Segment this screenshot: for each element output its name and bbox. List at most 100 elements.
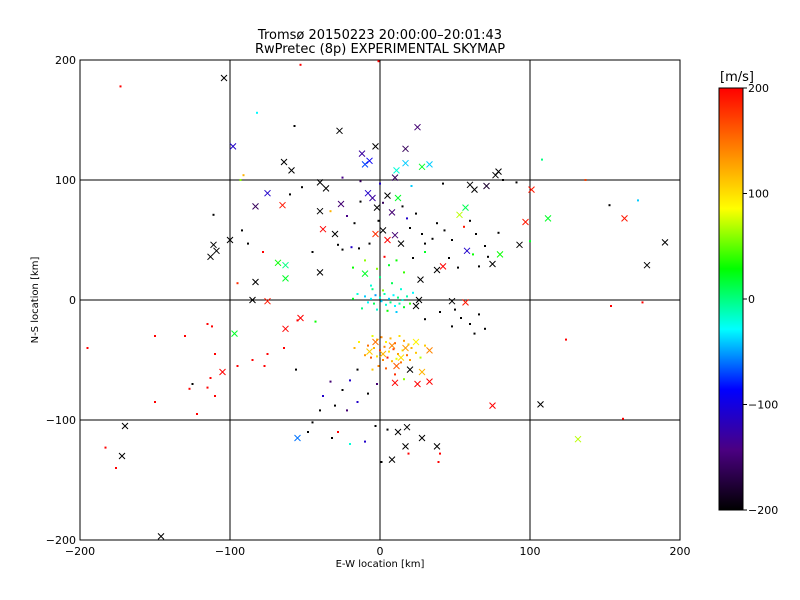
data-point-dot — [119, 85, 122, 88]
data-point-dot — [266, 353, 269, 355]
data-point-cross — [574, 435, 582, 443]
data-point-dot — [115, 467, 117, 469]
data-point-dot — [236, 282, 239, 285]
data-point-dot — [385, 367, 387, 370]
data-point-cross — [522, 218, 529, 226]
data-point-cross — [462, 299, 469, 306]
data-point-dot — [439, 311, 441, 313]
data-point-cross — [417, 276, 424, 283]
data-point-dot — [407, 343, 410, 346]
y-tick-label: −200 — [46, 534, 76, 547]
data-point-dot — [370, 356, 372, 359]
data-point-dot — [331, 437, 333, 439]
data-point-cross — [280, 158, 288, 166]
data-point-dot — [353, 347, 356, 349]
data-point-dot — [391, 282, 393, 285]
data-point-cross — [433, 443, 441, 450]
data-point-dot — [442, 182, 444, 185]
data-point-dot — [463, 225, 465, 228]
data-point-dot — [389, 301, 392, 304]
data-point-dot — [395, 311, 398, 313]
data-point-dot — [610, 305, 612, 307]
data-point-cross — [388, 342, 396, 349]
chart-title: Tromsø 20150223 20:00:00–20:01:43 — [257, 28, 502, 43]
data-point-dot — [584, 179, 587, 181]
data-point-cross — [418, 434, 426, 442]
data-point-dot — [409, 302, 411, 305]
data-point-dot — [329, 380, 332, 383]
data-point-dot — [484, 327, 486, 330]
data-point-dot — [469, 219, 471, 222]
data-point-cross — [462, 204, 469, 211]
data-point-dot — [406, 217, 408, 220]
data-point-dot — [374, 294, 377, 297]
x-tick-label: 100 — [520, 545, 541, 558]
data-point-dot — [478, 313, 480, 316]
colorbar-label: [m/s] — [720, 70, 754, 85]
data-point-cross — [366, 157, 373, 165]
data-point-dot — [352, 266, 354, 269]
data-point-dot — [379, 349, 381, 352]
data-point-dot — [497, 231, 500, 234]
data-point-cross — [231, 330, 238, 337]
data-point-dot — [376, 355, 378, 358]
data-point-dot — [421, 233, 423, 235]
data-point-dot — [388, 297, 390, 300]
data-point-dot — [406, 295, 408, 298]
data-point-dot — [415, 351, 417, 354]
data-point-cross — [483, 182, 490, 190]
data-point-cross — [388, 209, 396, 216]
data-point-cross — [393, 167, 400, 174]
data-point-cross — [207, 253, 214, 261]
data-point-dot — [469, 323, 471, 325]
data-point-dot — [502, 179, 504, 181]
data-point-dot — [424, 344, 426, 347]
data-point-dot — [293, 125, 296, 127]
data-point-cross — [249, 296, 256, 304]
data-point-cross — [391, 379, 399, 387]
data-point-dot — [376, 308, 378, 311]
data-point-dot — [451, 239, 453, 241]
data-point-dot — [380, 461, 383, 463]
colorbar-ticks: 200 100 0 −100 −200 — [743, 82, 778, 517]
data-point-dot — [382, 201, 384, 204]
data-point-dot — [410, 347, 413, 349]
data-point-cross — [661, 239, 669, 246]
data-point-cross — [229, 143, 237, 150]
data-point-dot — [400, 288, 402, 291]
data-point-cross — [252, 278, 259, 286]
data-point-cross — [402, 159, 409, 167]
data-point-dot — [487, 255, 489, 258]
data-point-cross — [379, 227, 387, 234]
data-point-dot — [472, 253, 474, 256]
data-point-cross — [388, 456, 396, 463]
data-point-dot — [373, 302, 375, 305]
data-point-dot — [349, 443, 351, 445]
data-point-dot — [484, 245, 486, 247]
data-point-dot — [379, 276, 381, 279]
data-point-dot — [367, 392, 369, 395]
data-point-dot — [403, 339, 405, 342]
data-point-cross — [373, 204, 381, 211]
data-point-dot — [307, 431, 309, 433]
data-point-dot — [424, 318, 426, 321]
data-point-dot — [377, 60, 380, 63]
data-point-cross — [372, 338, 379, 346]
data-point-dot — [400, 361, 402, 364]
data-point-dot — [436, 222, 438, 225]
data-point-cross — [456, 211, 463, 219]
colorbar-tick-label: 200 — [748, 82, 769, 95]
data-point-cross — [426, 161, 433, 168]
data-point-dot — [358, 247, 360, 250]
data-point-dot — [382, 359, 384, 361]
data-point-dot — [206, 386, 209, 389]
y-tick-label: 100 — [55, 174, 76, 187]
colorbar-tick-label: −100 — [748, 399, 778, 412]
data-point-dot — [214, 353, 216, 355]
data-point-cross — [394, 428, 402, 436]
data-point-dot — [439, 452, 441, 455]
data-point-dot — [409, 359, 411, 361]
data-point-cross — [372, 230, 379, 238]
data-point-dot — [154, 401, 156, 403]
data-point-cross — [366, 348, 373, 355]
